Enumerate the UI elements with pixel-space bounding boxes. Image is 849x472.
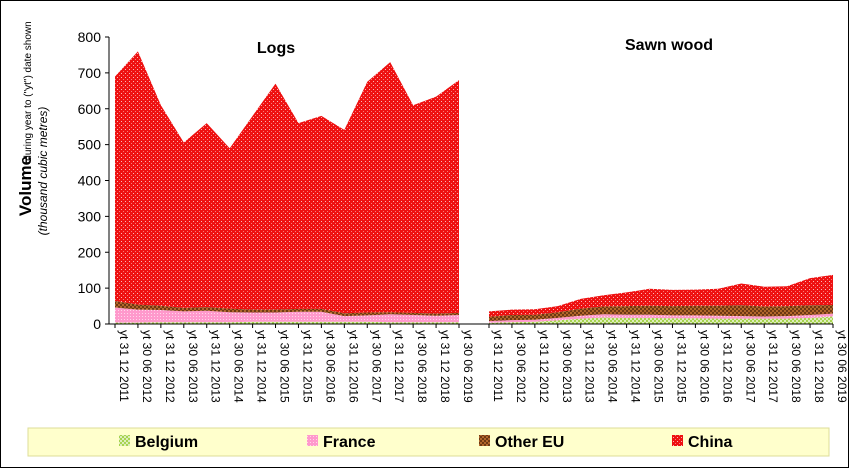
- y-axis-label-sub: during year to ("yt") date shown: [23, 21, 34, 160]
- sawn-wood-area-china: [489, 274, 833, 317]
- x-tick-label: yt 30 06 2012: [514, 330, 528, 403]
- y-tick-label: 0: [93, 316, 101, 332]
- x-tick-label: yt 30 06 2014: [606, 330, 620, 403]
- x-tick-label: yt 31 12 2012: [537, 330, 551, 403]
- x-tick-label: yt 31 12 2014: [255, 330, 269, 403]
- logs-area-france: [115, 307, 459, 323]
- x-tick-label: yt 30 06 2015: [278, 330, 292, 403]
- x-tick-label: yt 31 12 2012: [163, 330, 177, 403]
- legend-label-france: France: [323, 434, 376, 451]
- x-axis-ticks: yt 31 12 2011 yt 30 06 2012 yt 31 12 2012 y…: [114, 324, 849, 403]
- y-axis-label-main: Volume: [16, 156, 35, 216]
- x-tick-label: yt 31 12 2011: [491, 330, 505, 402]
- sawn-wood-area-belgium: [489, 316, 833, 324]
- x-tick-label: yt 30 06 2015: [652, 330, 666, 403]
- legend-item-china: China: [672, 434, 733, 451]
- x-tick-label: yt 31 12 2016: [346, 330, 360, 403]
- x-tick-label: yt 31 12 2011: [117, 330, 131, 402]
- x-tick-label: yt 31 12 2017: [392, 330, 406, 403]
- x-tick-label: yt 31 12 2015: [675, 330, 689, 403]
- x-tick-label: yt 31 12 2018: [438, 330, 452, 403]
- y-tick-label: 300: [78, 208, 102, 224]
- legend-box: [27, 427, 830, 457]
- x-tick-label: yt 31 12 2018: [812, 330, 826, 403]
- x-tick-label: yt 31 12 2016: [720, 330, 734, 403]
- legend-item-other-eu: Other EU: [479, 434, 564, 451]
- x-tick-label: yt 31 12 2015: [301, 330, 315, 403]
- panel-title-logs: Logs: [257, 40, 295, 57]
- legend-swatch-other-eu: [479, 435, 490, 446]
- x-tick-label: yt 30 06 2017: [743, 330, 757, 403]
- x-tick-label: yt 30 06 2013: [186, 330, 200, 403]
- panel-title-sawn-wood: Sawn wood: [625, 37, 713, 54]
- y-tick-label: 700: [78, 65, 102, 81]
- legend-swatch-belgium: [119, 435, 130, 446]
- x-tick-label: yt 30 06 2016: [697, 330, 711, 403]
- y-tick-label: 500: [78, 137, 102, 153]
- x-tick-label: yt 30 06 2017: [369, 330, 383, 403]
- legend-item-belgium: Belgium: [119, 434, 198, 451]
- legend-label-other-eu: Other EU: [495, 434, 564, 451]
- chart-areas: [115, 51, 833, 324]
- logs-area-other-eu: [115, 301, 459, 317]
- x-tick-label: yt 31 12 2017: [766, 330, 780, 403]
- x-tick-label: yt 30 06 2019: [461, 330, 475, 403]
- legend-swatch-china: [672, 435, 683, 446]
- x-tick-label: yt 30 06 2012: [140, 330, 154, 403]
- y-axis-label-unit: (thousand cubic metres): [36, 107, 50, 236]
- y-tick-label: 200: [78, 244, 102, 260]
- legend-item-france: France: [307, 434, 376, 451]
- x-tick-label: yt 31 12 2014: [629, 330, 643, 403]
- x-tick-label: yt 30 06 2018: [789, 330, 803, 403]
- y-tick-label: 100: [78, 280, 102, 296]
- x-tick-label: yt 30 06 2018: [415, 330, 429, 403]
- y-axis-ticks: 0 100 200 300 400 500 600 700 800: [78, 29, 109, 332]
- x-tick-label: yt 31 12 2013: [209, 330, 223, 403]
- sawn-wood-area-other-eu: [489, 305, 833, 322]
- x-tick-label: yt 30 06 2013: [560, 330, 574, 403]
- y-tick-label: 800: [78, 29, 102, 45]
- x-tick-label: yt 30 06 2016: [323, 330, 337, 403]
- x-tick-label: yt 30 06 2019: [835, 330, 848, 403]
- y-tick-label: 600: [78, 101, 102, 117]
- x-tick-label: yt 31 12 2013: [583, 330, 597, 403]
- logs-area-belgium: [115, 321, 459, 324]
- logs-area-china: [115, 51, 459, 314]
- legend-label-belgium: Belgium: [135, 434, 198, 451]
- legend-label-china: China: [688, 434, 733, 451]
- legend-swatch-france: [307, 435, 318, 446]
- sawn-wood-area-france: [489, 313, 833, 323]
- y-tick-label: 400: [78, 173, 102, 189]
- x-tick-label: yt 30 06 2014: [232, 330, 246, 403]
